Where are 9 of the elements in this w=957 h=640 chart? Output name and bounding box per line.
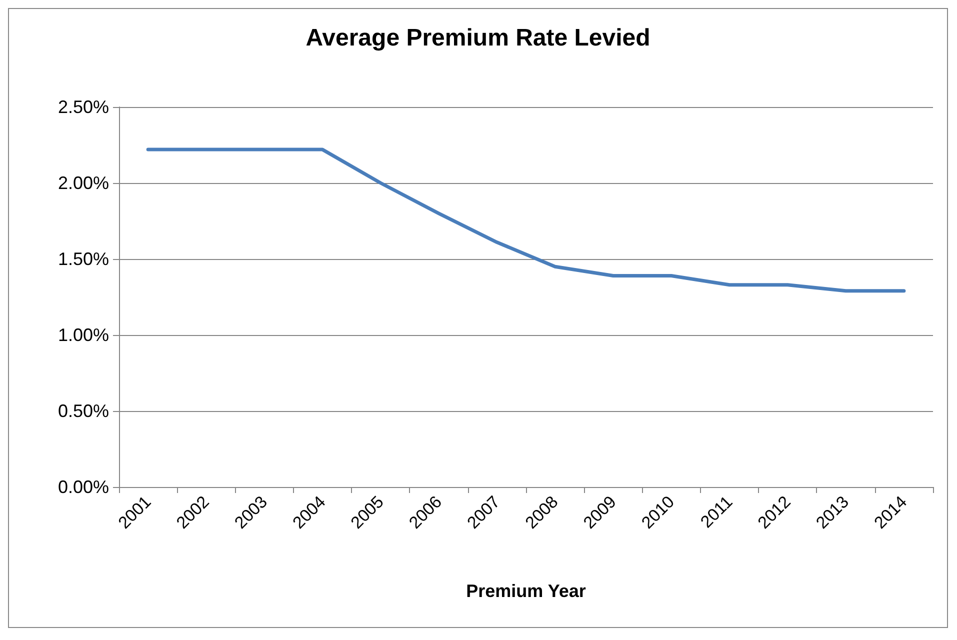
line-series — [146, 148, 906, 293]
y-tick-label: 2.00% — [58, 173, 109, 193]
y-tick-label: 0.50% — [58, 401, 109, 421]
y-tick-label: 0.00% — [58, 477, 109, 497]
y-tick-label: 1.50% — [58, 249, 109, 269]
x-axis-title: Premium Year — [466, 581, 586, 601]
chart-title: Average Premium Rate Levied — [306, 24, 650, 52]
y-tick-label: 2.50% — [58, 97, 109, 117]
y-tick-label: 1.00% — [58, 325, 109, 345]
